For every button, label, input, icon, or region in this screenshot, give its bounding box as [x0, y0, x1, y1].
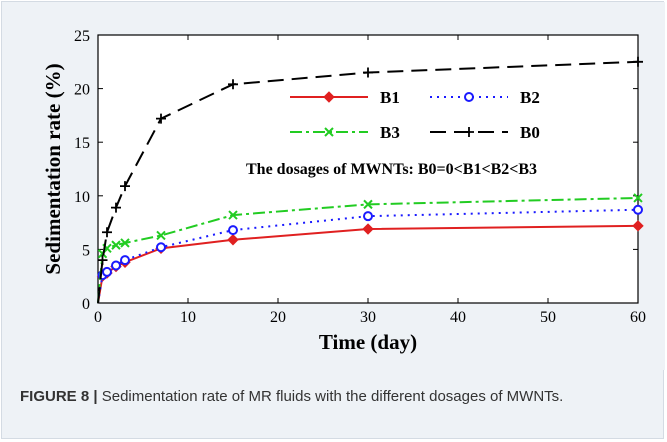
plot-area [97, 34, 639, 304]
data-point-b2 [120, 255, 130, 266]
x-tick-label: 0 [94, 309, 102, 326]
data-point-b0 [120, 181, 130, 192]
legend-label-b2: B2 [520, 88, 540, 107]
data-point-b2 [102, 266, 112, 277]
caption-label: FIGURE 8 | [20, 388, 98, 405]
data-point-b3 [228, 210, 238, 220]
data-point-b0 [102, 227, 112, 238]
data-point-b2 [111, 260, 121, 271]
data-point-b3 [156, 230, 166, 241]
y-tick-label: 10 [74, 189, 90, 206]
y-tick-label: 15 [74, 135, 90, 152]
y-axis-label: Sedimentation rate (%) [41, 63, 65, 274]
x-tick-label: 20 [270, 309, 286, 326]
y-tick-label: 20 [74, 82, 90, 99]
data-point-b3 [111, 240, 121, 250]
legend-label-b0: B0 [520, 123, 540, 142]
data-point-b1 [632, 220, 644, 232]
data-point-b0 [97, 255, 108, 266]
sedimentation-chart: 0 10 20 30 40 50 60 0 5 10 15 20 25 Time (day) Sedimen… [41, 28, 646, 354]
data-point-b2 [228, 225, 238, 236]
data-point-b1 [227, 234, 239, 246]
data-point-b0 [363, 67, 373, 78]
data-point-b2 [363, 211, 373, 222]
x-tick-label: 30 [360, 309, 376, 326]
data-point-b2 [633, 204, 643, 215]
caption-text: Sedimentation rate of MR fluids with the… [101, 388, 564, 405]
data-point-b2 [156, 242, 166, 253]
chart-panel: 0 10 20 30 40 50 60 0 5 10 15 20 25 Time (day) Sedimen… [2, 2, 665, 370]
y-tick-label: 5 [82, 242, 90, 259]
legend-marker-b3 [324, 127, 334, 137]
legend-label-b3: B3 [380, 123, 400, 142]
x-tick-label: 60 [630, 309, 646, 326]
legend-label-b1: B1 [380, 88, 400, 107]
legend-marker-b2 [464, 92, 474, 102]
legend-marker-b0 [464, 127, 474, 137]
figure-caption: FIGURE 8 | Sedimentation rate of MR flui… [20, 385, 650, 409]
data-point-b0 [633, 56, 643, 67]
x-tick-label: 40 [450, 309, 466, 326]
data-point-b1 [362, 223, 374, 235]
x-axis-label: Time (day) [319, 330, 417, 354]
y-tick-label: 0 [82, 296, 90, 313]
data-point-b0 [228, 79, 238, 90]
data-point-b3 [633, 193, 643, 203]
data-point-b3 [120, 238, 130, 248]
y-tick-label: 25 [74, 28, 90, 45]
chart-annotation: The dosages of MWNTs: B0=0<B1<B2<B3 [246, 161, 537, 178]
data-point-b3 [363, 199, 373, 210]
legend-marker-b1 [323, 91, 335, 103]
data-point-b0 [111, 202, 121, 213]
x-tick-label: 10 [180, 309, 196, 326]
data-point-b0 [156, 113, 166, 124]
x-tick-label: 50 [540, 309, 556, 326]
